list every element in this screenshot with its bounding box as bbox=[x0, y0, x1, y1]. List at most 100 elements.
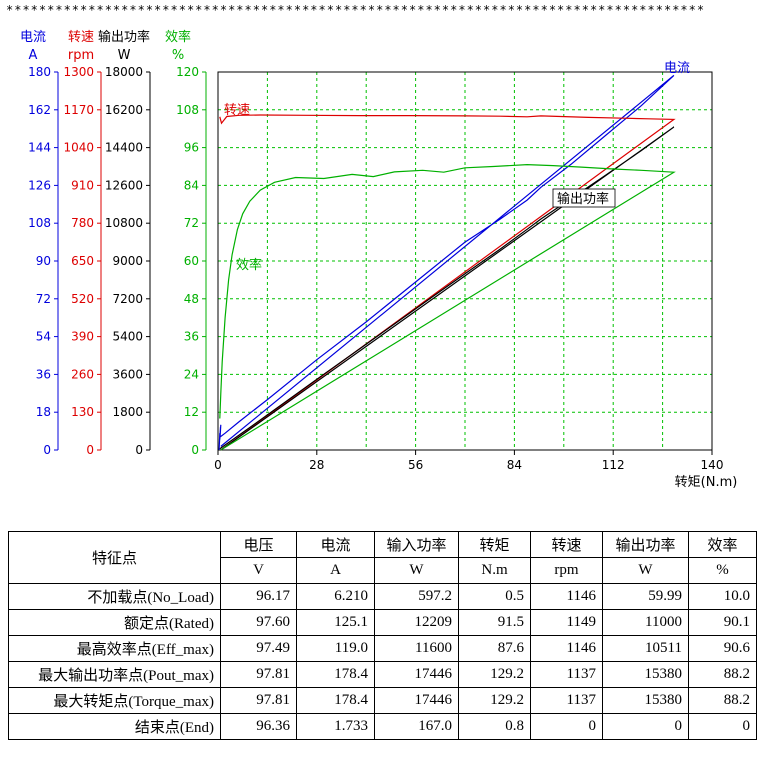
series-speed bbox=[219, 114, 676, 451]
series-efficiency bbox=[219, 163, 676, 451]
svg-text:18: 18 bbox=[36, 405, 51, 419]
col-header-voltage: 电压 bbox=[220, 531, 297, 558]
cell-pout_max-output_power: 15380 bbox=[602, 661, 689, 688]
col-header-torque: 转矩 bbox=[458, 531, 531, 558]
cell-no_load-current: 6.210 bbox=[296, 583, 375, 610]
svg-text:1040: 1040 bbox=[63, 141, 94, 155]
svg-text:12600: 12600 bbox=[105, 178, 143, 192]
cell-no_load-input_power: 597.2 bbox=[374, 583, 459, 610]
curve-label-speed[interactable]: 转速 bbox=[224, 103, 250, 118]
cell-torque_max-current: 178.4 bbox=[296, 687, 375, 714]
svg-text:0: 0 bbox=[43, 443, 51, 457]
cell-rated-input_power: 12209 bbox=[374, 609, 459, 636]
y-axis-title-power: 输出功率 bbox=[98, 29, 150, 45]
cell-end-speed: 0 bbox=[530, 713, 603, 740]
cell-end-current: 1.733 bbox=[296, 713, 375, 740]
cell-torque_max-voltage: 97.81 bbox=[220, 687, 297, 714]
x-axis: 0 28 56 84 112 140 转矩(N.m) bbox=[214, 450, 737, 490]
cell-pout_max-voltage: 97.81 bbox=[220, 661, 297, 688]
svg-text:1800: 1800 bbox=[112, 405, 143, 419]
cell-torque_max-efficiency: 88.2 bbox=[688, 687, 757, 714]
svg-text:140: 140 bbox=[701, 458, 724, 472]
cell-pout_max-current: 178.4 bbox=[296, 661, 375, 688]
svg-text:84: 84 bbox=[184, 178, 199, 192]
row-label-end: 结束点(End) bbox=[8, 713, 221, 740]
table-row-pout_max: 最大输出功率点(Pout_max) 97.81 178.4 17446 129.2 113… bbox=[8, 661, 757, 688]
col-unit-efficiency: % bbox=[688, 557, 757, 584]
cell-rated-output_power: 11000 bbox=[602, 609, 689, 636]
cell-end-torque: 0.8 bbox=[458, 713, 531, 740]
y-axis-title-efficiency: 效率 bbox=[165, 29, 191, 45]
svg-text:72: 72 bbox=[184, 216, 199, 230]
cell-torque_max-input_power: 17446 bbox=[374, 687, 459, 714]
col-unit-output_power: W bbox=[602, 557, 689, 584]
cell-eff_max-torque: 87.6 bbox=[458, 635, 531, 662]
svg-text:60: 60 bbox=[184, 254, 199, 268]
cell-torque_max-output_power: 15380 bbox=[602, 687, 689, 714]
cell-end-voltage: 96.36 bbox=[220, 713, 297, 740]
cell-rated-voltage: 97.60 bbox=[220, 609, 297, 636]
y-axis-title-speed: 转速 bbox=[68, 30, 94, 45]
cell-no_load-efficiency: 10.0 bbox=[688, 583, 757, 610]
svg-text:24: 24 bbox=[184, 367, 199, 381]
cell-pout_max-input_power: 17446 bbox=[374, 661, 459, 688]
cell-eff_max-voltage: 97.49 bbox=[220, 635, 297, 662]
col-unit-speed: rpm bbox=[530, 557, 603, 584]
svg-text:96: 96 bbox=[184, 141, 199, 155]
row-label-no_load: 不加载点(No_Load) bbox=[8, 583, 221, 610]
cell-no_load-output_power: 59.99 bbox=[602, 583, 689, 610]
svg-text:36: 36 bbox=[36, 367, 51, 381]
col-header-current: 电流 bbox=[296, 531, 375, 558]
cell-rated-efficiency: 90.1 bbox=[688, 609, 757, 636]
svg-text:7200: 7200 bbox=[112, 292, 143, 306]
svg-text:120: 120 bbox=[176, 65, 199, 79]
svg-text:28: 28 bbox=[309, 458, 324, 472]
curve-label-efficiency[interactable]: 效率 bbox=[236, 257, 262, 273]
table-row-end: 结束点(End) 96.36 1.733 167.0 0.8 0 0 0 bbox=[8, 713, 757, 740]
svg-text:0: 0 bbox=[214, 458, 222, 472]
cell-eff_max-speed: 1146 bbox=[530, 635, 603, 662]
svg-text:0: 0 bbox=[86, 443, 94, 457]
row-label-eff_max: 最高效率点(Eff_max) bbox=[8, 635, 221, 662]
plot-border bbox=[217, 71, 713, 451]
y-axis-title-current: 电流 bbox=[20, 30, 46, 45]
table-header-row-names: 特征点 电压 电流 输入功率 转矩 转速 输出功率 效率 bbox=[8, 531, 757, 584]
svg-text:10800: 10800 bbox=[105, 216, 143, 230]
svg-text:54: 54 bbox=[36, 330, 51, 344]
y-axis-unit-efficiency: % bbox=[172, 48, 184, 63]
col-header-efficiency: 效率 bbox=[688, 531, 757, 558]
svg-text:90: 90 bbox=[36, 254, 51, 268]
table-header-row-units: V A W N.m rpm W% bbox=[9, 557, 757, 584]
feature-points-table: 特征点 电压 电流 输入功率 转矩 转速 输出功率 效率 V A W N.m rpm W% 不加载点(… bbox=[8, 531, 757, 740]
col-unit-voltage: V bbox=[220, 557, 297, 584]
cell-end-output_power: 0 bbox=[602, 713, 689, 740]
dyno-chart: 0 18 36 54 72 90 108 126 144 162 180 电流 A 0 130 260 390 5… bbox=[20, 29, 737, 490]
cell-torque_max-speed: 1137 bbox=[530, 687, 603, 714]
curve-label-box-power[interactable] bbox=[552, 188, 616, 208]
svg-text:910: 910 bbox=[71, 178, 94, 192]
cell-pout_max-efficiency: 88.2 bbox=[688, 661, 757, 688]
cell-no_load-speed: 1146 bbox=[530, 583, 603, 610]
curve-label-power[interactable]: 输出功率 bbox=[557, 191, 609, 207]
svg-text:36: 36 bbox=[184, 330, 199, 344]
row-label-pout_max: 最大输出功率点(Pout_max) bbox=[8, 661, 221, 688]
cell-rated-speed: 1149 bbox=[530, 609, 603, 636]
y-axis-unit-current: A bbox=[29, 48, 38, 63]
svg-text:84: 84 bbox=[507, 458, 522, 472]
cell-no_load-torque: 0.5 bbox=[458, 583, 531, 610]
row-label-torque_max: 最大转矩点(Torque_max) bbox=[8, 687, 221, 714]
col-unit-torque: N.m bbox=[458, 557, 531, 584]
svg-text:780: 780 bbox=[71, 216, 94, 230]
cell-no_load-voltage: 96.17 bbox=[220, 583, 297, 610]
svg-text:260: 260 bbox=[71, 367, 94, 381]
table-row-rated: 额定点(Rated) 97.60 125.1 12209 91.5 1149 11000 90… bbox=[8, 609, 757, 636]
svg-text:126: 126 bbox=[28, 178, 51, 192]
y-axis-unit-power: W bbox=[118, 48, 131, 63]
svg-text:0: 0 bbox=[135, 443, 143, 457]
y-axis-unit-speed: rpm bbox=[68, 48, 94, 63]
curve-label-current[interactable]: 电流 bbox=[664, 61, 690, 76]
y-axis-speed: 0 130 260 390 520 650 780 910 1040 1170 1300 转速 rpm bbox=[63, 30, 102, 457]
svg-text:16200: 16200 bbox=[105, 103, 143, 117]
svg-text:72: 72 bbox=[36, 292, 51, 306]
y-axis-efficiency: 0 12 24 36 48 60 72 84 96 108 120 效率% bbox=[165, 29, 207, 457]
